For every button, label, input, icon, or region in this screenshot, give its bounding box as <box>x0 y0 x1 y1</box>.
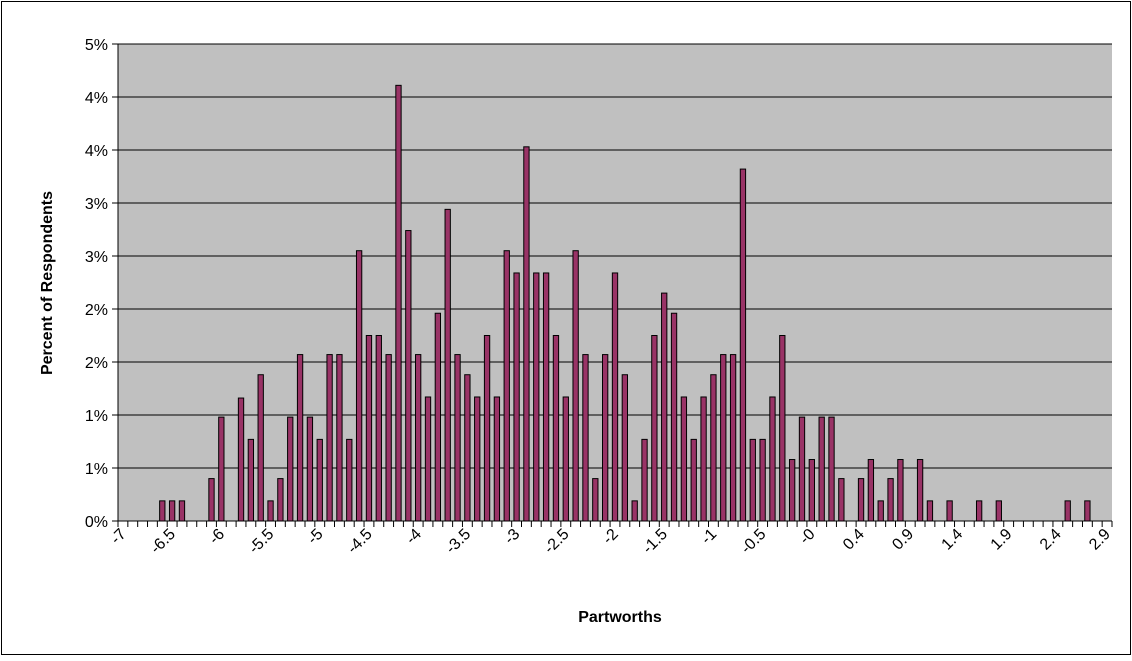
bar <box>710 374 717 522</box>
bar <box>1084 500 1091 522</box>
x-axis-title: Partworths <box>578 609 662 626</box>
bar <box>818 416 825 522</box>
bar <box>690 438 697 522</box>
bar <box>444 208 451 522</box>
bar <box>178 500 186 522</box>
bar <box>887 478 894 522</box>
bar <box>395 84 402 522</box>
bar <box>651 335 658 522</box>
y-tick-label: 1% <box>85 408 108 425</box>
bar <box>897 459 904 522</box>
bar <box>523 146 530 522</box>
bar <box>552 335 560 522</box>
bar <box>975 500 983 522</box>
y-tick-label: 3% <box>85 249 108 266</box>
bars <box>159 84 1091 522</box>
bar <box>208 478 215 522</box>
bar <box>838 478 845 522</box>
bar <box>257 374 264 522</box>
bar <box>542 272 550 522</box>
bar <box>621 374 628 522</box>
bar <box>375 335 382 522</box>
bar <box>739 168 747 522</box>
y-tick-label: 3% <box>85 196 108 213</box>
bar <box>434 312 442 522</box>
bar <box>680 396 688 522</box>
bar <box>926 500 934 522</box>
y-tick-label: 2% <box>85 302 108 319</box>
bar <box>533 272 540 522</box>
y-tick-label: 2% <box>85 355 108 372</box>
bar <box>769 396 776 522</box>
y-tick-label: 5% <box>85 37 108 54</box>
bar <box>306 416 314 522</box>
bar <box>828 416 835 522</box>
y-axis-title: Percent of Respondents <box>39 191 56 375</box>
bar <box>346 438 353 522</box>
bar <box>336 354 343 522</box>
bar <box>720 354 727 522</box>
bar <box>798 416 806 522</box>
bar <box>503 250 510 522</box>
bar <box>661 292 668 522</box>
bar <box>385 354 392 522</box>
bar <box>168 500 176 522</box>
bar <box>326 354 333 522</box>
bar <box>779 335 786 522</box>
bar <box>946 500 953 522</box>
bar <box>237 397 245 522</box>
bar <box>562 396 569 522</box>
bar <box>247 438 255 522</box>
bar <box>700 396 707 522</box>
bar <box>602 354 609 522</box>
y-tick-label: 1% <box>85 461 108 478</box>
bar <box>287 416 294 522</box>
bar <box>582 354 589 522</box>
bar <box>916 459 924 522</box>
bar <box>316 438 323 522</box>
bar <box>464 374 471 522</box>
bar <box>277 478 284 522</box>
bar <box>857 478 865 522</box>
bar <box>159 500 166 522</box>
bar <box>405 230 412 522</box>
bar <box>808 459 815 522</box>
bar <box>877 500 884 522</box>
bar <box>670 312 678 522</box>
bar <box>415 354 422 522</box>
bar <box>611 272 619 522</box>
bar <box>493 396 501 522</box>
axes <box>112 43 1113 527</box>
bar <box>267 500 274 522</box>
bar <box>474 396 481 522</box>
bar <box>592 478 599 522</box>
bar <box>1064 500 1071 522</box>
bar <box>995 500 1002 522</box>
bar <box>749 438 756 522</box>
bar <box>483 335 491 522</box>
bar <box>788 459 796 522</box>
y-tick-label: 0% <box>85 514 108 531</box>
bar <box>513 272 520 522</box>
y-tick-label: 4% <box>85 90 108 107</box>
bar <box>631 500 638 522</box>
bar <box>572 250 579 522</box>
bar <box>296 354 304 522</box>
bar <box>729 354 737 522</box>
bar <box>355 250 363 522</box>
bar <box>424 396 432 522</box>
bar <box>867 459 875 522</box>
bar <box>365 335 373 522</box>
bar <box>218 416 225 522</box>
bar <box>759 438 766 522</box>
bar <box>454 354 461 522</box>
y-tick-label: 4% <box>85 143 108 160</box>
bar <box>641 438 648 522</box>
